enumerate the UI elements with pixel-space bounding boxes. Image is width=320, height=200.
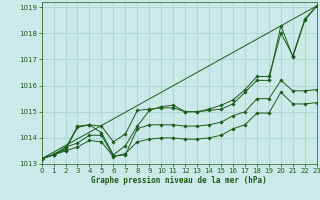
X-axis label: Graphe pression niveau de la mer (hPa): Graphe pression niveau de la mer (hPa) [91, 176, 267, 185]
